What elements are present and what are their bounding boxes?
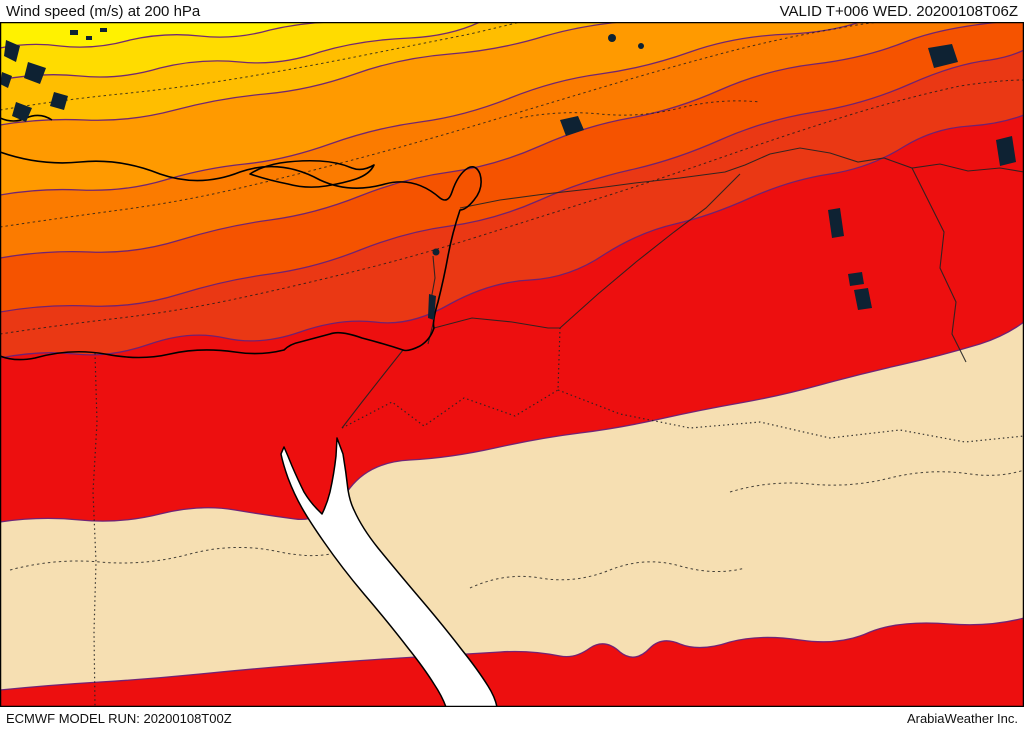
lake-tuz: [560, 116, 584, 136]
lake-tharthar: [828, 208, 844, 238]
aegean-island-2: [86, 36, 92, 40]
brand-label: ArabiaWeather Inc.: [906, 710, 1018, 726]
intermediate-isotach-dashed-lines: [0, 22, 1024, 589]
isotach-contour-lines: [0, 22, 1024, 691]
lake-van: [928, 44, 958, 68]
coast-turkey-levant-egypt: [0, 151, 482, 361]
red-sea: [280, 437, 498, 707]
coast-cyprus: [249, 159, 375, 188]
lake-anatolia-small-1: [608, 34, 616, 42]
lake-west-anatolia-1: [4, 40, 20, 62]
lake-razazza: [854, 288, 872, 310]
lake-west-anatolia-3: [50, 92, 68, 110]
aegean-island-1: [70, 30, 78, 35]
lake-habbaniyah: [848, 272, 864, 286]
border-turkey-syria-iraq: [459, 147, 1024, 209]
border-syria-jordan: [433, 317, 560, 329]
model-run-label: ECMWF MODEL RUN: 20200108T00Z: [6, 710, 232, 726]
wind-band-south-jet: [0, 618, 1024, 707]
lake-anatolia-small-2: [638, 43, 644, 49]
border-jordan-saudi: [341, 327, 561, 429]
wind-speed-map-canvas: [0, 22, 1024, 707]
map-header: Wind speed (m/s) at 200 hPa VALID T+006 …: [0, 0, 1024, 22]
lake-west-anatolia-2: [24, 62, 46, 84]
dead-sea: [428, 294, 436, 320]
border-iraq-saudi: [557, 389, 1024, 443]
map-footer: ECMWF MODEL RUN: 20200108T00Z ArabiaWeat…: [0, 707, 1024, 729]
lake-urmia: [996, 136, 1016, 166]
border-iraq-iran: [911, 167, 967, 363]
border-syria-iraq: [559, 173, 741, 329]
valid-time-label: VALID T+006 WED. 20200108T06Z: [779, 2, 1018, 20]
border-egypt-israel: [341, 349, 404, 429]
lakes: [0, 28, 1016, 320]
lake-west-anatolia-5: [0, 72, 12, 88]
aegean-island-3: [100, 28, 107, 32]
country-borders-dotted: [92, 327, 1024, 707]
map-title: Wind speed (m/s) at 200 hPa: [6, 2, 201, 20]
sea-of-galilee: [432, 248, 440, 256]
lake-west-anatolia-4: [12, 102, 32, 122]
